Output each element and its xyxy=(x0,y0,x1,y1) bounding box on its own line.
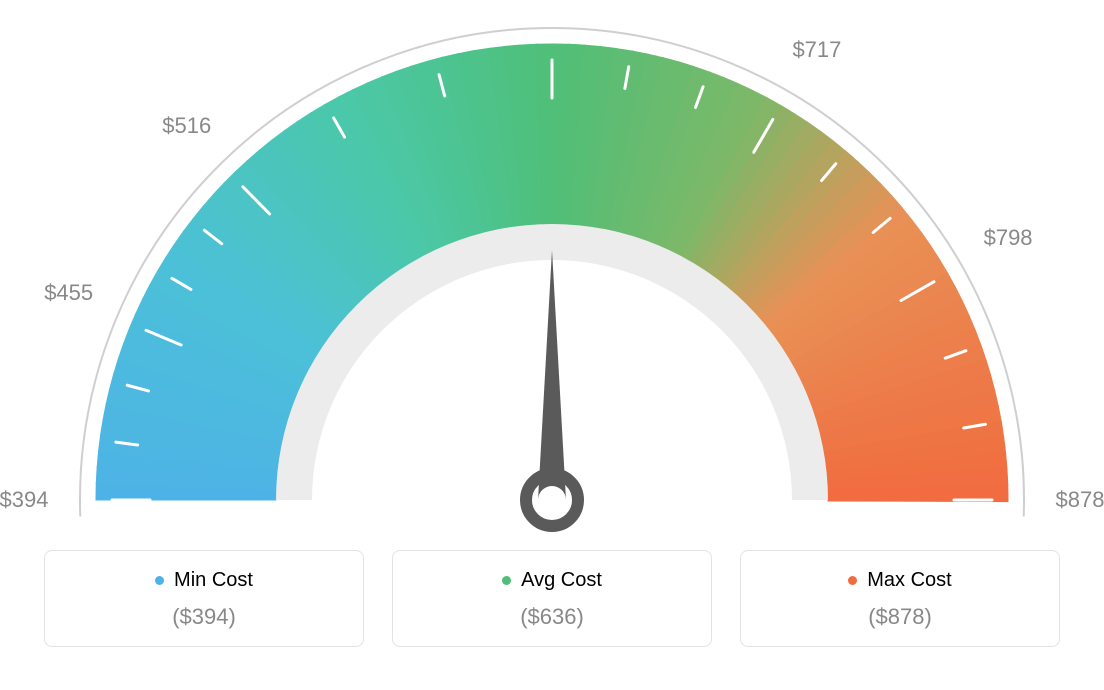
legend-value-max: ($878) xyxy=(741,604,1059,630)
legend-dot-min xyxy=(155,576,164,585)
legend-title-avg: Avg Cost xyxy=(502,569,602,592)
legend-card-min: Min Cost ($394) xyxy=(44,550,364,647)
legend-card-avg: Avg Cost ($636) xyxy=(392,550,712,647)
legend-value-avg: ($636) xyxy=(393,604,711,630)
legend-title-max: Max Cost xyxy=(848,569,951,592)
gauge-tick-label: $394 xyxy=(0,487,48,513)
legend-row: Min Cost ($394) Avg Cost ($636) Max Cost… xyxy=(0,550,1104,647)
legend-label-max: Max Cost xyxy=(867,569,951,592)
legend-dot-avg xyxy=(502,576,511,585)
gauge-tick-label: $516 xyxy=(162,113,211,139)
gauge-chart: $394$455$516$636$717$798$878 xyxy=(0,0,1104,540)
gauge-tick-label: $798 xyxy=(984,225,1033,251)
legend-label-min: Min Cost xyxy=(174,569,253,592)
legend-label-avg: Avg Cost xyxy=(521,569,602,592)
gauge-tick-label: $878 xyxy=(1056,487,1104,513)
gauge-tick-label: $455 xyxy=(44,280,93,306)
gauge-tick-label: $717 xyxy=(792,37,841,63)
legend-card-max: Max Cost ($878) xyxy=(740,550,1060,647)
legend-value-min: ($394) xyxy=(45,604,363,630)
legend-title-min: Min Cost xyxy=(155,569,253,592)
legend-dot-max xyxy=(848,576,857,585)
gauge-svg xyxy=(0,0,1104,540)
